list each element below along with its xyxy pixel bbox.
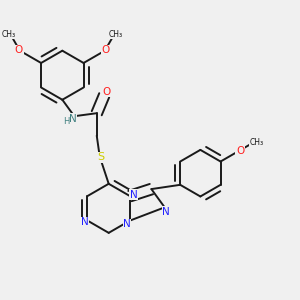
Text: N: N — [81, 217, 88, 227]
Text: H: H — [63, 117, 69, 126]
Text: O: O — [103, 87, 111, 97]
Text: CH₃: CH₃ — [109, 30, 123, 39]
Text: O: O — [102, 45, 110, 55]
Text: CH₃: CH₃ — [1, 30, 15, 39]
Text: N: N — [130, 190, 137, 200]
Text: N: N — [123, 219, 131, 229]
Text: N: N — [162, 207, 170, 217]
Text: N: N — [69, 114, 77, 124]
Text: O: O — [236, 146, 244, 156]
Text: S: S — [97, 152, 104, 162]
Text: O: O — [15, 45, 23, 55]
Text: CH₃: CH₃ — [249, 138, 263, 147]
